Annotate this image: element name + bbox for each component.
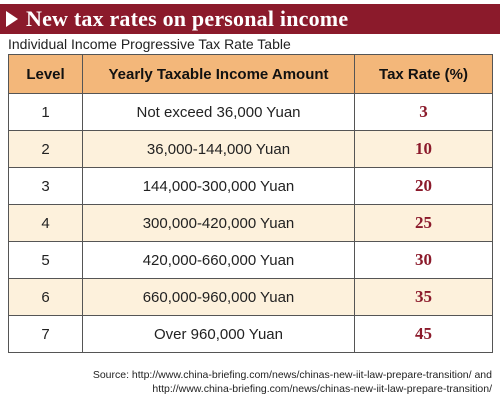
amount-cell: 420,000-660,000 Yuan [82, 241, 355, 279]
level-cell: 3 [8, 167, 83, 205]
header-level: Level [8, 54, 83, 94]
rate-cell: 25 [354, 204, 493, 242]
table-row: 4 300,000-420,000 Yuan 25 [8, 204, 493, 242]
tax-rate-table: Level Yearly Taxable Income Amount Tax R… [8, 54, 493, 353]
rate-cell: 20 [354, 167, 493, 205]
amount-cell: 144,000-300,000 Yuan [82, 167, 355, 205]
table-row: 3 144,000-300,000 Yuan 20 [8, 167, 493, 205]
table-caption: Individual Income Progressive Tax Rate T… [8, 36, 291, 52]
level-cell: 4 [8, 204, 83, 242]
rate-cell: 10 [354, 130, 493, 168]
source-line: http://www.china-briefing.com/news/china… [152, 383, 492, 395]
header-amount: Yearly Taxable Income Amount [82, 54, 355, 94]
level-cell: 5 [8, 241, 83, 279]
level-cell: 7 [8, 315, 83, 353]
amount-cell: 36,000-144,000 Yuan [82, 130, 355, 168]
header-tax-rate: Tax Rate (%) [354, 54, 493, 94]
source-line: Source: http://www.china-briefing.com/ne… [92, 369, 492, 381]
table-row: 6 660,000-960,000 Yuan 35 [8, 278, 493, 316]
amount-cell: Over 960,000 Yuan [82, 315, 355, 353]
table-row: 1 Not exceed 36,000 Yuan 3 [8, 93, 493, 131]
play-arrow-icon [6, 11, 18, 27]
table-row: 7 Over 960,000 Yuan 45 [8, 315, 493, 353]
level-cell: 2 [8, 130, 83, 168]
level-cell: 6 [8, 278, 83, 316]
table-row: 5 420,000-660,000 Yuan 30 [8, 241, 493, 279]
amount-cell: 660,000-960,000 Yuan [82, 278, 355, 316]
amount-cell: 300,000-420,000 Yuan [82, 204, 355, 242]
rate-cell: 30 [354, 241, 493, 279]
table-row: 2 36,000-144,000 Yuan 10 [8, 130, 493, 168]
level-cell: 1 [8, 93, 83, 131]
rate-cell: 35 [354, 278, 493, 316]
page-title: New tax rates on personal income [26, 6, 349, 31]
amount-cell: Not exceed 36,000 Yuan [82, 93, 355, 131]
title-bar: New tax rates on personal income [0, 4, 500, 34]
rate-cell: 45 [354, 315, 493, 353]
source-note: Source: http://www.china-briefing.com/ne… [93, 368, 492, 396]
rate-cell: 3 [354, 93, 493, 131]
table-header-row: Level Yearly Taxable Income Amount Tax R… [8, 54, 493, 94]
